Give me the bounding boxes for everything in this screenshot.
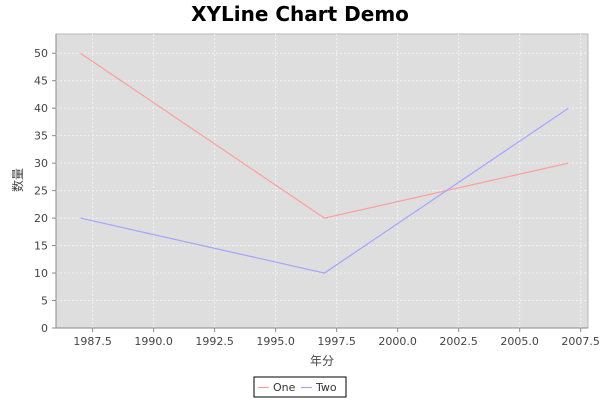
legend-box — [253, 376, 347, 398]
y-tick-label: 10 — [34, 267, 48, 280]
x-tick-label: 2002.5 — [439, 335, 478, 348]
plot-background — [55, 33, 589, 329]
y-tick-label: 20 — [34, 212, 48, 225]
series-lines — [80, 52, 569, 274]
x-axis-label: 年分 — [310, 354, 334, 368]
plot-area — [55, 33, 589, 329]
legend: One Two — [253, 376, 347, 398]
legend-label-one: One — [273, 381, 296, 394]
x-tick-label: 1995.0 — [256, 335, 295, 348]
y-tick-label: 35 — [34, 130, 48, 143]
y-tick-label: 45 — [34, 75, 48, 88]
y-tick-label: 5 — [41, 295, 48, 308]
y-tick-label: 15 — [34, 240, 48, 253]
x-tick-label: 1992.5 — [195, 335, 234, 348]
y-tick-label: 50 — [34, 47, 48, 60]
x-tick-label: 1987.5 — [73, 335, 112, 348]
legend-label-two: Two — [315, 381, 337, 394]
x-tick-label: 1990.0 — [134, 335, 173, 348]
x-tick-label: 2005.0 — [500, 335, 539, 348]
y-tick-label: 25 — [34, 185, 48, 198]
series-line-two — [80, 107, 569, 274]
x-tick-label: 2007.5 — [561, 335, 600, 348]
chart-title: XYLine Chart Demo — [191, 2, 409, 26]
y-tick-label: 0 — [41, 322, 48, 335]
y-tick-label: 30 — [34, 157, 48, 170]
series-line-one — [80, 52, 569, 219]
grid-lines — [56, 34, 588, 329]
x-tick-label: 2000.0 — [378, 335, 417, 348]
axes — [52, 34, 588, 332]
x-tick-label: 1997.5 — [317, 335, 356, 348]
y-tick-label: 40 — [34, 102, 48, 115]
y-axis-label: 数量 — [10, 168, 25, 192]
tick-labels: 1987.5 1990.0 1992.5 1995.0 1997.5 2000.0 2002… — [34, 47, 600, 348]
